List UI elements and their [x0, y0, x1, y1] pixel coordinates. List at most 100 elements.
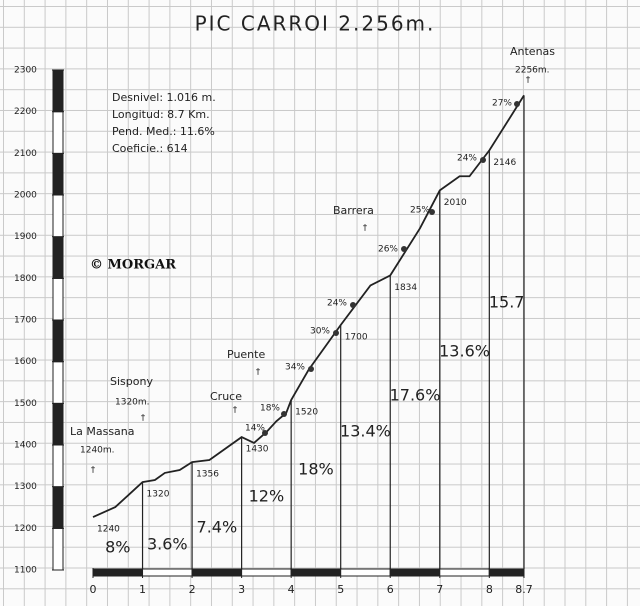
steep-dot	[401, 246, 407, 252]
steep-dot	[480, 157, 486, 163]
y-tick-label: 1200	[14, 524, 37, 534]
x-tick-label: 5	[337, 583, 344, 596]
y-ruler-block	[52, 277, 64, 321]
y-ruler-block	[52, 361, 64, 404]
y-ruler-block	[52, 527, 64, 571]
place-label: Barrera	[333, 204, 374, 217]
segment-gradient: 7.4%	[197, 518, 238, 537]
chart-title: PIC CARROI 2.256m.	[195, 12, 436, 36]
y-ruler-block	[52, 111, 64, 154]
steep-label: 30%	[310, 327, 330, 337]
place-marker: †	[233, 406, 238, 416]
steep-label: 26%	[378, 245, 398, 255]
y-ruler-block	[52, 152, 64, 196]
x-tick-label: 7	[436, 583, 443, 596]
steep-label: 18%	[260, 404, 280, 414]
segment-gradient: 17.6%	[390, 386, 441, 405]
y-tick-label: 1500	[14, 399, 37, 409]
steep-label: 24%	[457, 154, 477, 164]
y-ruler-block	[52, 486, 64, 529]
y-ruler-block	[52, 194, 64, 238]
place-label: Puente	[227, 348, 265, 361]
km-elevation: 1240	[97, 525, 120, 535]
segment-gradient: 15.7	[489, 293, 525, 312]
place-label: La Massana	[70, 425, 135, 438]
steep-label: 34%	[285, 363, 305, 373]
place-marker: †	[91, 466, 96, 476]
x-ruler-block	[340, 568, 391, 577]
segment-gradient: 13.4%	[340, 422, 391, 441]
place-label: 1240m.	[80, 446, 115, 456]
place-label: Sispony	[110, 375, 153, 388]
x-ruler-block	[290, 568, 342, 577]
steep-label: 27%	[492, 99, 512, 109]
steep-dot	[429, 209, 435, 215]
x-tick-label: 6	[387, 583, 394, 596]
y-tick-label: 1700	[14, 316, 37, 326]
x-ruler-block	[389, 568, 441, 577]
y-ruler-block	[52, 402, 64, 446]
y-tick-label: 1100	[14, 566, 37, 576]
y-tick-label: 2200	[14, 107, 37, 117]
place-marker: †	[526, 76, 531, 86]
stat-line: Desnivel: 1.016 m.	[112, 91, 216, 104]
y-ruler-block	[52, 236, 64, 279]
km-elevation: 1356	[196, 470, 219, 480]
stat-line: Longitud: 8.7 Km.	[112, 108, 210, 121]
segment-gradient: 18%	[298, 460, 334, 479]
segment-gradient: 13.6%	[439, 342, 490, 361]
km-elevation: 1430	[246, 445, 269, 455]
steep-dot	[308, 366, 314, 372]
x-tick-label: 2	[189, 583, 196, 596]
x-ruler-block	[488, 568, 525, 577]
place-marker: †	[256, 368, 261, 378]
km-elevation: 2010	[444, 198, 467, 208]
steep-label: 24%	[327, 299, 347, 309]
steep-dot	[514, 101, 520, 107]
y-tick-label: 1400	[14, 441, 37, 451]
steep-dot	[333, 330, 339, 336]
segment-gradient: 12%	[249, 487, 285, 506]
x-tick-label: 8.7	[515, 583, 533, 596]
segment-gradient: 3.6%	[147, 535, 188, 554]
place-label: Cruce	[210, 390, 242, 403]
y-tick-label: 1600	[14, 357, 37, 367]
steep-label: 14%	[245, 424, 265, 434]
y-tick-label: 1800	[14, 274, 37, 284]
steep-label: 25%	[410, 206, 430, 216]
y-ruler-block	[52, 319, 64, 363]
stat-line: Pend. Med.: 11.6%	[112, 125, 215, 138]
x-tick-label: 3	[238, 583, 245, 596]
steep-dot	[350, 302, 356, 308]
place-label: 1320m.	[115, 398, 150, 408]
x-ruler-block	[92, 568, 144, 577]
profile-line	[92, 94, 525, 518]
y-tick-label: 2000	[14, 191, 37, 201]
x-tick-label: 4	[288, 583, 295, 596]
km-elevation: 1834	[394, 283, 417, 293]
y-tick-label: 2100	[14, 149, 37, 159]
y-tick-label: 1900	[14, 232, 37, 242]
steep-dot	[281, 411, 287, 417]
x-ruler-block	[241, 568, 292, 577]
y-ruler-block	[52, 69, 64, 113]
x-tick-label: 0	[90, 583, 97, 596]
x-tick-label: 8	[486, 583, 493, 596]
stat-line: Coeficie.: 614	[112, 142, 188, 155]
segment-gradient: 8%	[105, 538, 130, 557]
y-tick-label: 2300	[14, 66, 37, 76]
x-tick-label: 1	[139, 583, 146, 596]
km-elevation: 2146	[493, 158, 516, 168]
place-marker: †	[363, 224, 368, 234]
x-ruler-block	[142, 568, 193, 577]
x-ruler-block	[439, 568, 490, 577]
km-elevation: 1320	[147, 490, 170, 500]
watermark: © MORGAR	[90, 258, 176, 273]
steep-dot	[262, 430, 268, 436]
km-elevation: 1520	[295, 408, 318, 418]
y-tick-label: 1300	[14, 482, 37, 492]
x-ruler-block	[191, 568, 243, 577]
place-label: 2256m.	[515, 66, 550, 76]
